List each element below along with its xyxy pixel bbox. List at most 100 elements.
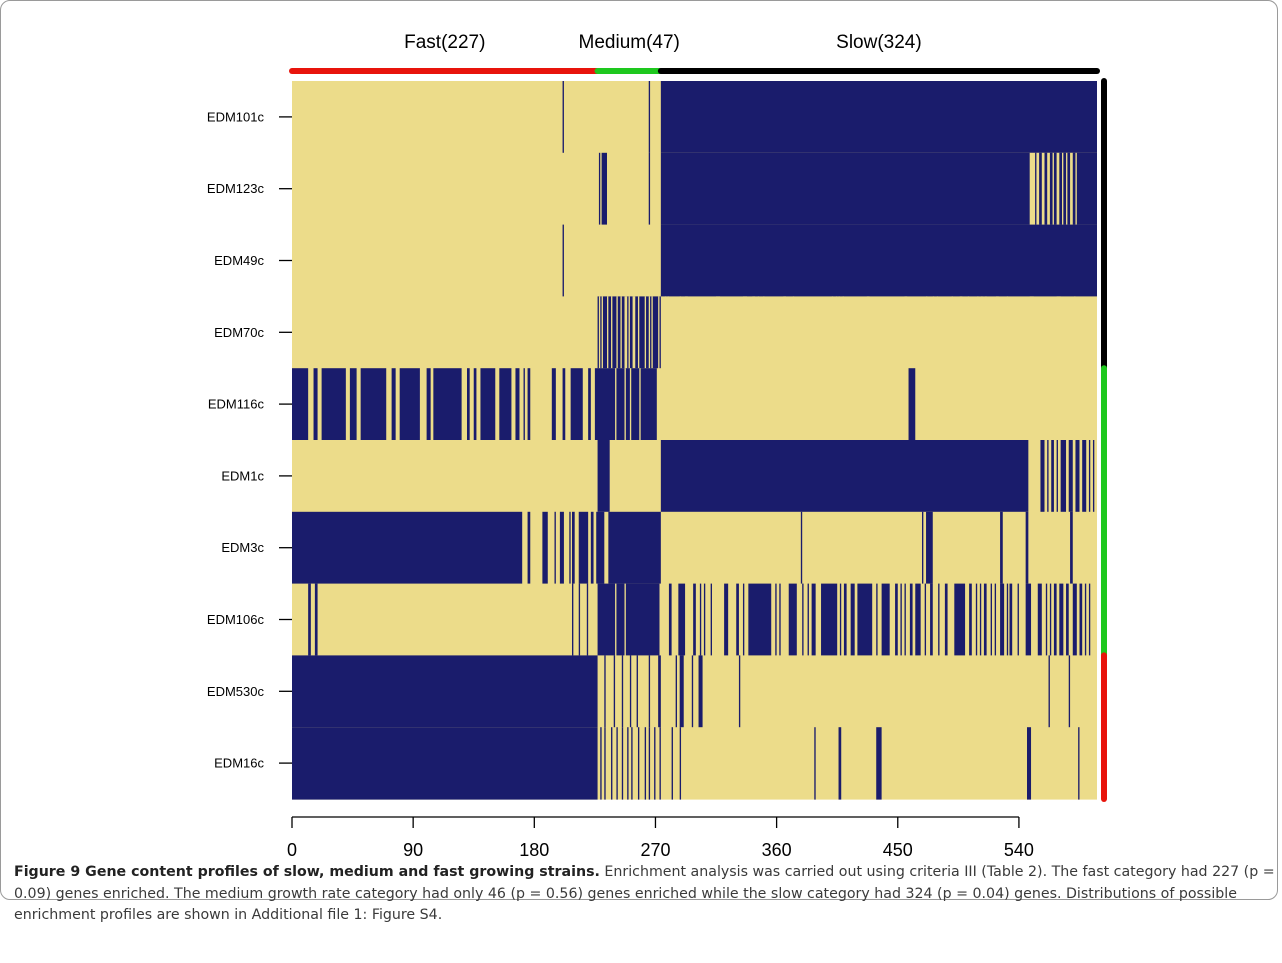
heatmap-cell-present — [648, 296, 651, 369]
heatmap-cell-absent — [668, 583, 672, 656]
heatmap-cell-absent — [814, 727, 816, 800]
x-tick-label: 270 — [640, 840, 670, 860]
heatmap-cell-present — [981, 296, 983, 369]
heatmap-cell-absent — [703, 583, 706, 656]
x-tick-label: 540 — [1004, 840, 1034, 860]
heatmap-cell-absent — [1075, 440, 1080, 513]
heatmap-cell-present — [1062, 152, 1064, 226]
heatmap-cell-absent — [608, 511, 661, 585]
heatmap-cell-absent — [523, 368, 525, 441]
heatmap-cell-absent — [1072, 583, 1077, 656]
heatmap-cell-absent — [1006, 583, 1009, 656]
heatmap-cell-absent — [597, 440, 610, 513]
heatmap-cell-absent — [551, 368, 556, 441]
heatmap-cell-absent — [724, 583, 729, 656]
heatmap-cell-absent — [924, 583, 927, 656]
heatmap-cell-absent — [527, 511, 531, 585]
heatmap-cell-present — [601, 296, 603, 369]
heatmap-cell-present — [1074, 296, 1076, 369]
heatmap-cell-absent — [659, 727, 661, 800]
heatmap-cell-present — [667, 296, 669, 369]
heatmap-cell-absent — [671, 727, 673, 800]
heatmap-cell-present — [607, 296, 609, 369]
x-tick-label: 90 — [403, 840, 423, 860]
heatmap-cell-absent — [954, 583, 966, 656]
heatmap-cell-absent — [802, 583, 804, 656]
heatmap-cell-absent — [1047, 440, 1049, 513]
heatmap-cell-absent — [313, 368, 318, 441]
heatmap-cell-present — [752, 296, 756, 369]
heatmap-cell-absent — [922, 511, 924, 585]
heatmap-cell-present — [658, 296, 660, 369]
heatmap-row-background — [292, 368, 1097, 441]
heatmap-cell-present — [1029, 296, 1034, 369]
heatmap-cell-absent — [738, 655, 741, 728]
heatmap-cell-present — [664, 296, 667, 369]
y-tick-label: EDM106c — [207, 612, 265, 627]
heatmap-cell-absent — [930, 583, 933, 656]
heatmap-cell-present — [967, 296, 970, 369]
y-tick-label: EDM49c — [214, 253, 264, 268]
heatmap-cell-absent — [527, 368, 531, 441]
heatmap-cell-absent — [1088, 583, 1091, 656]
y-tick-label: EDM16c — [214, 756, 264, 771]
heatmap-cell-absent — [1088, 440, 1091, 513]
heatmap-cell-absent — [554, 511, 556, 585]
heatmap-cell-present — [996, 296, 999, 369]
heatmap-cell-present — [716, 296, 721, 369]
heatmap-cell-present — [985, 296, 987, 369]
heatmap-cell-absent — [515, 368, 520, 441]
heatmap-cell-absent — [1056, 440, 1058, 513]
heatmap-cell-present — [679, 296, 682, 369]
heatmap-cell-present — [632, 296, 636, 369]
heatmap-cell-absent — [1051, 440, 1054, 513]
heatmap-cell-present — [926, 296, 928, 369]
x-tick-label: 180 — [519, 840, 549, 860]
heatmap-cell-absent — [611, 727, 613, 800]
heatmap-cell-absent — [660, 224, 1097, 297]
heatmap-cell-absent — [944, 583, 948, 656]
heatmap-cell-absent — [915, 583, 921, 656]
heatmap-cell-absent — [926, 511, 933, 585]
heatmap-cell-absent — [811, 583, 816, 656]
y-tick-label: EDM123c — [207, 181, 265, 196]
heatmap-cell-absent — [542, 511, 548, 585]
heatmap-cell-present — [866, 296, 870, 369]
heatmap-cell-absent — [631, 727, 633, 800]
heatmap-cell-absent — [648, 655, 651, 728]
heatmap-cell-absent — [807, 583, 809, 656]
heatmap-cell-absent — [876, 583, 878, 656]
heatmap-cell-present — [763, 296, 765, 369]
heatmap-cell-present — [904, 296, 908, 369]
heatmap-cell-present — [624, 583, 626, 656]
heatmap-cell-present — [1036, 152, 1040, 226]
heatmap-cell-absent — [990, 583, 992, 656]
heatmap-cell-absent — [292, 368, 309, 441]
heatmap-cell-present — [1056, 296, 1061, 369]
heatmap-cell-absent — [698, 655, 703, 728]
heatmap-cell-present — [1041, 152, 1045, 226]
heatmap-cell-absent — [775, 583, 777, 656]
heatmap-cell-absent — [562, 224, 564, 297]
heatmap-cell-absent — [660, 440, 1029, 513]
heatmap-cell-absent — [629, 655, 632, 728]
heatmap-cell-present — [1016, 368, 1019, 441]
heatmap-cell-absent — [1048, 655, 1050, 728]
y-tick-label: EDM70c — [214, 325, 264, 340]
heatmap-cell-absent — [839, 583, 842, 656]
heatmap-cell-absent — [594, 368, 657, 441]
heatmap-cell-absent — [621, 655, 624, 728]
heatmap-cell-absent — [1066, 583, 1069, 656]
heatmap-cell-absent — [1068, 655, 1071, 728]
heatmap-cell-present — [1090, 368, 1092, 441]
heatmap-cell-present — [629, 368, 632, 441]
heatmap-cell-absent — [908, 368, 916, 441]
heatmap-cell-absent — [433, 368, 462, 441]
heatmap-cell-absent — [308, 583, 311, 656]
heatmap-cell-present — [842, 296, 844, 369]
column-group-label: Slow(324) — [836, 32, 922, 53]
heatmap-cell-absent — [616, 727, 618, 800]
figure-caption: Figure 9 Gene content profiles of slow, … — [14, 862, 1276, 927]
heatmap-cell-absent — [473, 368, 477, 441]
heatmap-cell-present — [757, 296, 760, 369]
